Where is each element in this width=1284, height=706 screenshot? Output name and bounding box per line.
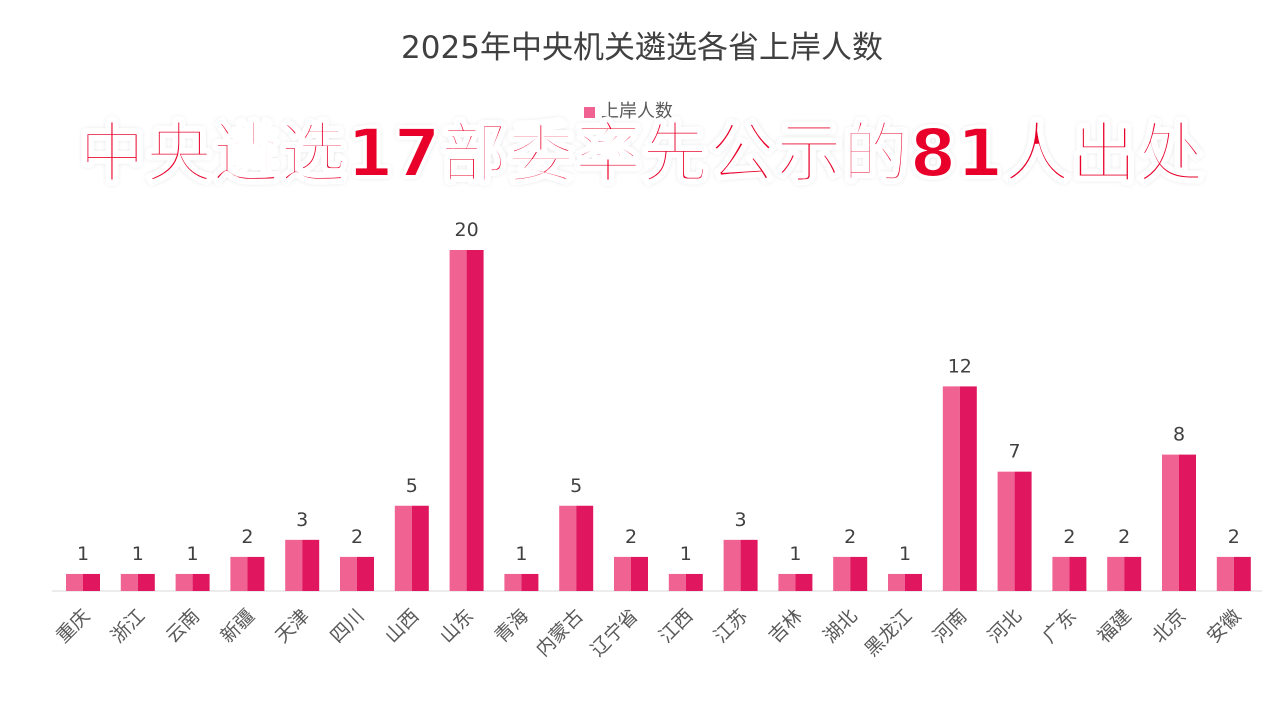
data-label: 1 — [899, 543, 911, 565]
bar — [449, 250, 467, 591]
bar — [997, 471, 1015, 591]
bar-shade — [83, 573, 100, 591]
bar-shade — [137, 573, 155, 591]
bar — [559, 505, 577, 591]
bar-shade — [905, 573, 922, 591]
bar — [778, 573, 796, 591]
data-label: 3 — [735, 509, 747, 531]
bar-shade — [521, 573, 539, 591]
x-tick-label: 山西 — [381, 605, 423, 647]
bar — [668, 573, 686, 591]
x-tick-label: 黑龙江 — [861, 605, 917, 661]
bar-shade — [631, 556, 648, 591]
bar — [1052, 556, 1070, 591]
bar — [340, 556, 357, 591]
data-label: 2 — [1063, 526, 1075, 548]
bar-shade — [576, 505, 594, 591]
bar-shade — [685, 573, 703, 591]
bar-shade — [357, 556, 374, 591]
bar — [504, 573, 522, 591]
x-tick-label: 广东 — [1038, 605, 1080, 647]
data-label: 8 — [1173, 424, 1185, 446]
data-label: 2 — [625, 526, 637, 548]
bar-shade — [740, 539, 758, 591]
bar-shade — [1069, 556, 1087, 591]
data-label: 1 — [680, 543, 692, 565]
data-label: 2 — [1118, 526, 1130, 548]
data-label: 1 — [789, 543, 801, 565]
bar — [888, 573, 905, 591]
x-tick-label: 天津 — [271, 605, 313, 647]
x-tick-label: 福建 — [1093, 605, 1135, 647]
data-label: 3 — [296, 509, 308, 531]
x-tick-label: 河北 — [984, 605, 1026, 647]
legend: 上岸人数 — [584, 97, 673, 123]
bar-shade — [247, 556, 265, 591]
data-label: 2 — [1228, 526, 1240, 548]
x-tick-label: 河南 — [929, 605, 971, 647]
x-tick-label: 四川 — [326, 605, 368, 647]
banner-overlay-text: 中央遴选17部委率先公示的81人出处 — [78, 114, 1205, 193]
x-tick-label: 重庆 — [52, 605, 94, 647]
bar — [723, 539, 741, 591]
data-label: 1 — [515, 543, 527, 565]
bar — [614, 556, 631, 591]
bar-shade — [1179, 454, 1196, 591]
bar-shade — [850, 556, 868, 591]
x-tick-label: 北京 — [1148, 605, 1190, 647]
x-tick-label: 吉林 — [764, 605, 806, 647]
x-tick-label: 湖北 — [819, 605, 861, 647]
data-label: 2 — [351, 526, 363, 548]
x-tick-label: 云南 — [162, 605, 204, 647]
bar-shade — [1014, 471, 1032, 591]
x-tick-label: 山东 — [436, 605, 478, 647]
bar-shade — [1233, 556, 1251, 591]
bar-shade — [959, 386, 977, 591]
data-label: 1 — [132, 543, 144, 565]
data-label: 5 — [406, 475, 418, 497]
data-label: 2 — [844, 526, 856, 548]
x-tick-label: 青海 — [490, 605, 532, 647]
bar — [394, 505, 412, 591]
bar — [285, 539, 303, 591]
x-tick-label: 辽宁省 — [587, 605, 643, 661]
x-tick-label: 安徽 — [1203, 605, 1245, 647]
bar — [833, 556, 851, 591]
bar-shade — [302, 539, 320, 591]
x-tick-label: 江西 — [655, 605, 697, 647]
bar-shade — [795, 573, 813, 591]
data-label: 7 — [1009, 441, 1021, 463]
data-label: 1 — [77, 543, 89, 565]
bar — [230, 556, 248, 591]
data-label: 20 — [455, 219, 479, 241]
x-tick-label: 内蒙古 — [532, 605, 588, 661]
bar — [942, 386, 960, 591]
chart-title: 2025年中央机关遴选各省上岸人数 — [401, 30, 883, 66]
bar-shade — [411, 505, 429, 591]
bar — [175, 573, 193, 591]
data-label: 12 — [948, 355, 972, 377]
x-tick-label: 新疆 — [216, 605, 258, 647]
data-label: 2 — [241, 526, 253, 548]
bar-shade — [466, 250, 484, 591]
bar — [1162, 454, 1179, 591]
data-label: 5 — [570, 475, 582, 497]
bar — [1107, 556, 1125, 591]
x-tick-label: 浙江 — [107, 605, 149, 647]
bar-shade — [192, 573, 210, 591]
bar — [66, 573, 83, 591]
bar — [1216, 556, 1234, 591]
bar-shade — [1124, 556, 1142, 591]
legend-label: 上岸人数 — [601, 101, 673, 122]
x-tick-label: 江苏 — [710, 605, 752, 647]
legend-swatch — [584, 106, 595, 118]
data-label: 1 — [187, 543, 199, 565]
bar — [120, 573, 138, 591]
